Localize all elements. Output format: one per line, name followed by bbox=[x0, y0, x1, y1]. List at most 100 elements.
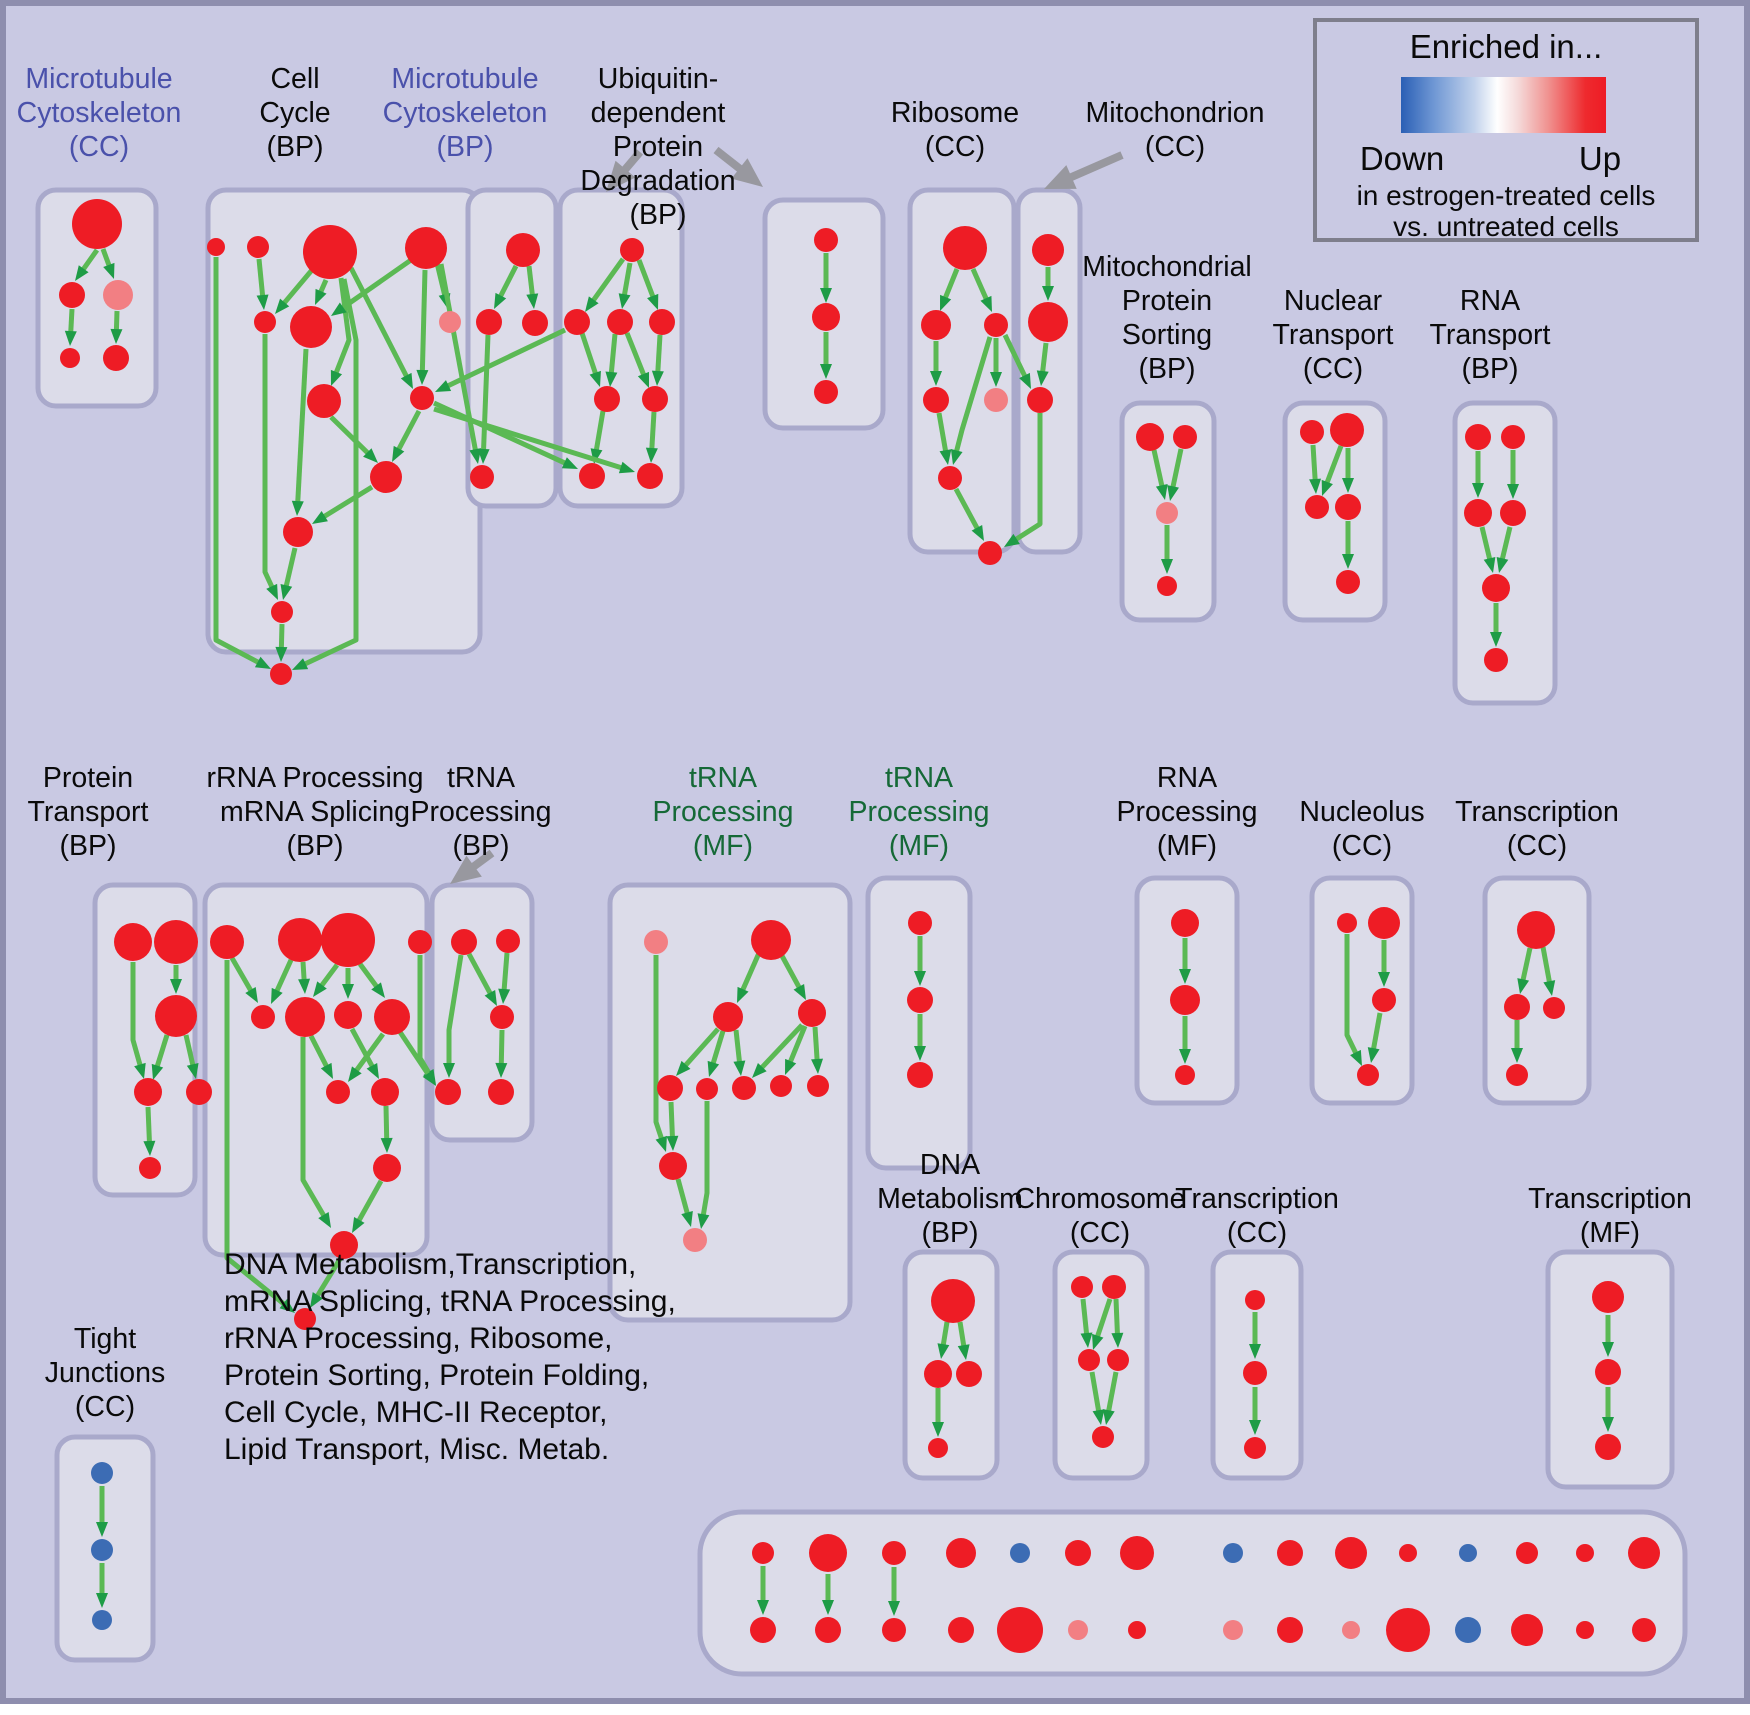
go-term-node bbox=[435, 1079, 461, 1105]
edge-arrowhead-icon bbox=[254, 656, 271, 669]
edge-line bbox=[329, 415, 372, 458]
edge-arrowhead-icon bbox=[1249, 1420, 1261, 1435]
go-term-node bbox=[696, 1078, 718, 1100]
edge-arrowhead-icon bbox=[637, 371, 649, 388]
edge-arrowhead-icon bbox=[1511, 1048, 1523, 1063]
edge-arrowhead-icon bbox=[932, 1422, 944, 1437]
edge-arrowhead-icon bbox=[914, 971, 926, 986]
go-term-node bbox=[1628, 1537, 1660, 1569]
go-term-node bbox=[882, 1618, 906, 1642]
edge-line bbox=[446, 954, 464, 1067]
edge-arrowhead-icon bbox=[697, 1213, 710, 1229]
edge-line bbox=[1370, 1012, 1383, 1053]
go-term-node bbox=[103, 345, 129, 371]
go-term-node bbox=[1342, 1621, 1360, 1639]
group-label-trna-processing-mf-small: tRNA Processing (MF) bbox=[848, 762, 990, 862]
go-term-node bbox=[1032, 234, 1064, 266]
edge-line bbox=[130, 962, 144, 1070]
edge-arrowhead-icon bbox=[400, 372, 413, 389]
go-term-node bbox=[522, 310, 548, 336]
edge-line bbox=[649, 411, 657, 453]
edge-line bbox=[608, 333, 618, 377]
edge-line bbox=[593, 410, 606, 454]
go-term-node bbox=[1500, 500, 1526, 526]
legend-gradient-bar bbox=[1401, 77, 1606, 133]
go-term-node bbox=[506, 233, 540, 267]
edge-arrowhead-icon bbox=[494, 292, 507, 309]
go-term-node bbox=[1504, 994, 1530, 1020]
go-term-node bbox=[924, 1360, 952, 1388]
edge-arrowhead-icon bbox=[1342, 478, 1354, 493]
go-term-node bbox=[476, 309, 502, 335]
edge-arrowhead-icon bbox=[477, 448, 490, 464]
edge-line bbox=[526, 265, 536, 299]
edge-line bbox=[153, 1034, 170, 1071]
go-term-node bbox=[1335, 494, 1361, 520]
edge-line bbox=[739, 951, 762, 994]
edge-line bbox=[383, 1105, 390, 1143]
group-label-rrna-processing-mrna-splicing-bp: rRNA Processing mRNA Splicing (BP) bbox=[206, 762, 424, 862]
edge-arrowhead-icon bbox=[186, 1063, 199, 1079]
edge-arrowhead-icon bbox=[1602, 1342, 1614, 1357]
go-term-node bbox=[1632, 1618, 1656, 1642]
go-term-node bbox=[321, 913, 375, 967]
go-term-node bbox=[564, 309, 590, 335]
edge-arrowhead-icon bbox=[245, 987, 258, 1003]
edge-arrowhead-icon bbox=[320, 1062, 333, 1079]
go-term-node bbox=[1156, 502, 1178, 524]
go-term-node bbox=[1517, 911, 1555, 949]
go-term-node bbox=[1071, 1276, 1093, 1298]
edge-line bbox=[1499, 526, 1513, 563]
go-term-node bbox=[1595, 1434, 1621, 1460]
edge-line bbox=[1089, 1371, 1102, 1415]
edge-arrowhead-icon bbox=[103, 262, 115, 279]
go-term-node bbox=[139, 1157, 161, 1179]
go-term-node bbox=[751, 920, 791, 960]
go-term-node bbox=[496, 929, 520, 953]
edge-arrowhead-icon bbox=[651, 370, 664, 386]
edge-line bbox=[700, 1101, 710, 1219]
edge-arrowhead-icon bbox=[785, 1058, 797, 1075]
go-term-node bbox=[283, 517, 313, 547]
go-term-node bbox=[1482, 574, 1510, 602]
go-term-node bbox=[644, 930, 668, 954]
edge-arrowhead-icon bbox=[298, 978, 311, 994]
go-term-node bbox=[907, 1062, 933, 1088]
edge-line bbox=[224, 960, 289, 1309]
edge-line bbox=[320, 484, 374, 521]
go-term-node bbox=[488, 1079, 514, 1105]
edge-arrowhead-icon bbox=[363, 448, 378, 463]
edge-arrowhead-icon bbox=[820, 364, 832, 379]
go-term-node bbox=[1386, 1608, 1430, 1652]
edge-line bbox=[397, 1030, 432, 1079]
edge-arrowhead-icon bbox=[469, 448, 482, 464]
edge-line bbox=[1310, 444, 1318, 484]
group-label-tight-junctions-cc: Tight Junctions (CC) bbox=[44, 1323, 166, 1423]
go-term-node bbox=[923, 387, 949, 413]
group-box-dna-metabolism-bp bbox=[902, 1249, 1000, 1481]
edge-line bbox=[1540, 946, 1553, 986]
go-term-node bbox=[1065, 1540, 1091, 1566]
edge-line bbox=[308, 1034, 331, 1071]
group-box-ubiquitin-degradation-bp bbox=[557, 187, 685, 509]
go-term-node bbox=[103, 280, 133, 310]
group-box-mitochondrion-cc bbox=[1015, 187, 1083, 555]
go-term-node bbox=[307, 384, 341, 418]
group-label-nuclear-transport-cc: Nuclear Transport (CC) bbox=[1272, 285, 1394, 385]
go-term-node bbox=[620, 238, 644, 262]
edge-line bbox=[496, 264, 519, 301]
misc-terms-note: DNA Metabolism,Transcription, mRNA Splic… bbox=[224, 1248, 676, 1466]
edge-line bbox=[317, 963, 340, 990]
go-term-node bbox=[659, 1152, 687, 1180]
go-term-node bbox=[330, 1231, 358, 1259]
edge-arrowhead-icon bbox=[1321, 479, 1333, 496]
go-term-node bbox=[984, 313, 1008, 337]
edge-arrowhead-icon bbox=[1155, 484, 1168, 500]
go-term-node bbox=[1120, 1536, 1154, 1570]
go-term-node bbox=[815, 1617, 841, 1643]
group-label-rna-transport-bp: RNA Transport (BP) bbox=[1429, 285, 1551, 385]
edge-arrowhead-icon bbox=[990, 372, 1002, 387]
go-term-node bbox=[752, 1542, 774, 1564]
go-term-node bbox=[374, 999, 410, 1035]
